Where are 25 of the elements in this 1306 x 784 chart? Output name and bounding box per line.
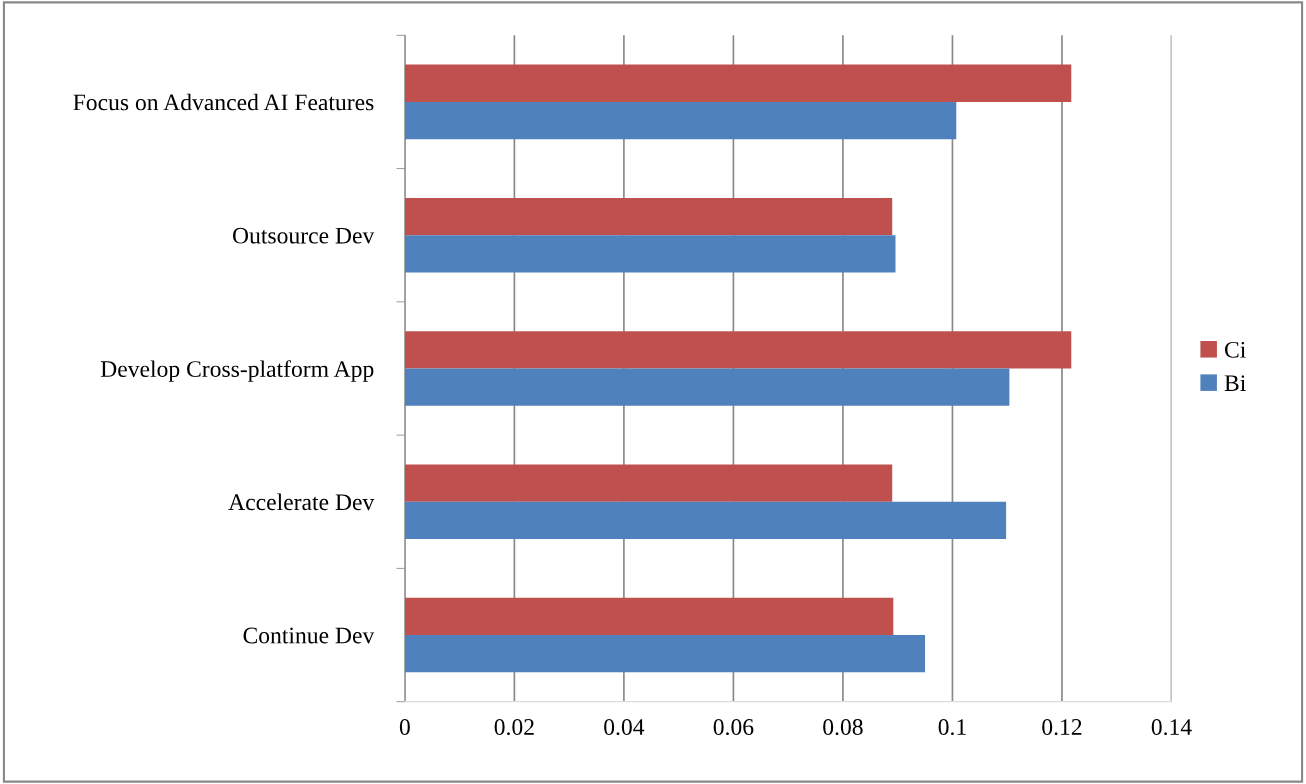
legend-label: Ci — [1224, 341, 1246, 358]
x-tick-label: 0.12 — [1042, 719, 1082, 736]
legend-label: Bi — [1224, 375, 1246, 391]
x-tick-label: 0.1 — [938, 719, 966, 736]
y-tick-label: Accelerate Dev — [228, 493, 375, 511]
bar — [404, 235, 896, 273]
bar — [404, 197, 893, 236]
bar — [404, 368, 1010, 406]
x-tick-label: 0.02 — [494, 719, 534, 736]
bar — [404, 64, 1072, 102]
x-tick-label: 0 — [399, 719, 410, 735]
y-tick-label: Continue Dev — [243, 627, 375, 644]
y-tick-label: Focus on Advanced AI Features — [73, 93, 374, 111]
x-tick-label: 0.14 — [1151, 719, 1192, 736]
bar — [404, 501, 1007, 540]
bar — [404, 331, 1072, 369]
x-tick-label: 0.08 — [823, 719, 863, 736]
bar — [404, 464, 893, 502]
x-tick-label: 0.04 — [604, 719, 645, 736]
bar — [404, 597, 894, 636]
bar — [404, 101, 957, 140]
y-tick-label: Develop Cross-platform App — [100, 360, 374, 382]
y-tick-label: Outsource Dev — [232, 227, 375, 244]
bar — [404, 635, 926, 673]
x-tick-label: 0.06 — [713, 719, 754, 736]
